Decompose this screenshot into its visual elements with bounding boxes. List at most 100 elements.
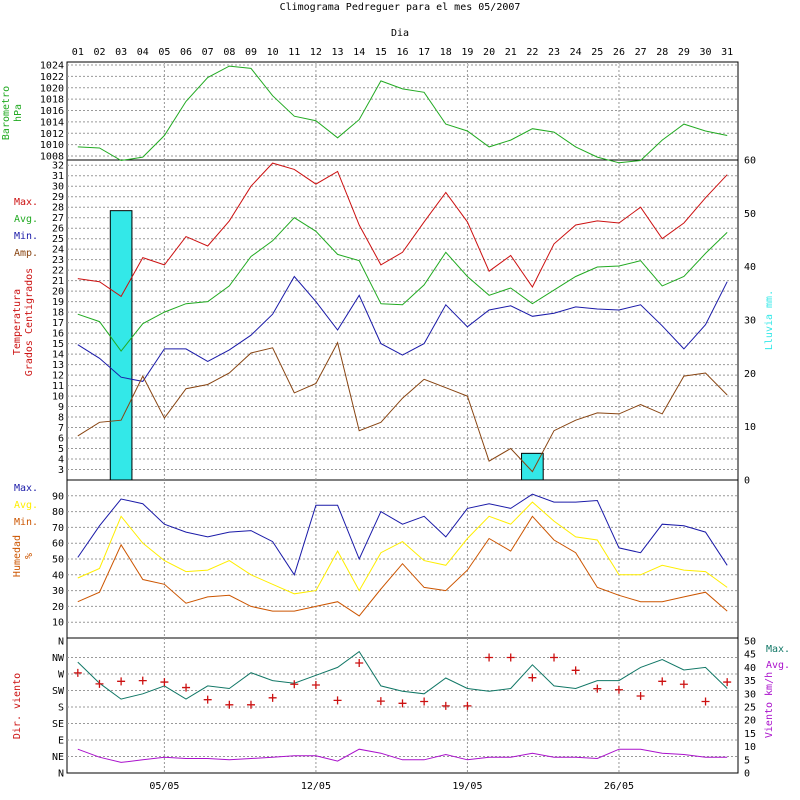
temperature-tick-label: 10	[52, 392, 64, 403]
day-label: 18	[440, 47, 452, 58]
week-label: 26/05	[604, 781, 634, 792]
rain-tick-label: 10	[744, 422, 756, 433]
wind-direction-marker	[398, 699, 407, 708]
humidity-tick-label: 40	[52, 570, 64, 581]
wind-speed-tick-label: 30	[744, 689, 756, 700]
wind-direction-marker	[550, 653, 559, 662]
day-label: 12	[310, 47, 322, 58]
temperature-legend-avg: Avg.	[14, 214, 38, 225]
barometer-axis-label: BarometrohPa	[1, 86, 24, 140]
barometer-tick-label: 1022	[40, 72, 64, 83]
day-label: 06	[180, 47, 192, 58]
barometer-tick-label: 1010	[40, 140, 64, 151]
temperature-tick-label: 23	[52, 255, 64, 266]
humidity-line-min	[77, 515, 728, 617]
wind-speed-tick-label: 45	[744, 650, 756, 661]
chart-title: Climograma Pedreguer para el mes 05/2007	[280, 2, 521, 13]
wind-speed-tick-label: 15	[744, 729, 756, 740]
wind-direction-marker	[138, 676, 147, 685]
day-label: 14	[353, 47, 365, 58]
wind-direction-tick-label: E	[58, 736, 64, 747]
wind-direction-marker	[73, 668, 82, 677]
wind-speed-tick-label: 0	[744, 769, 750, 780]
wind-speed-line-avg	[77, 748, 728, 763]
wind-speed-tick-label: 25	[744, 703, 756, 714]
humidity-tick-label: 20	[52, 602, 64, 613]
temperature-tick-label: 6	[58, 434, 64, 445]
wind-direction-marker	[528, 673, 537, 682]
wind-direction-marker	[485, 653, 494, 662]
panel-frame-4	[66, 637, 739, 774]
temperature-tick-label: 3	[58, 465, 64, 476]
temperature-tick-label: 27	[52, 213, 64, 224]
chart-body: 01 02 03 04 05 06 07 08 09 10 11 12 13 14 15 16 17 18 19 20…	[1, 47, 790, 792]
wind-direction-marker	[679, 680, 688, 689]
temperature-tick-label: 22	[52, 266, 64, 277]
rain-axis-label: Lluvia mm.	[764, 290, 775, 350]
temperature-legend-max: Max.	[14, 197, 38, 208]
wind-direction-marker	[355, 659, 364, 667]
rain-tick-label: 50	[744, 209, 756, 220]
day-label: 21	[505, 47, 517, 58]
wind-direction-tick-label: SW	[52, 686, 65, 697]
wind-speed-tick-label: 50	[744, 637, 756, 648]
rain-bar	[521, 452, 544, 481]
humidity-tick-label: 10	[52, 618, 64, 629]
temperature-line-max	[77, 162, 728, 298]
wind-direction-marker	[614, 685, 623, 694]
barometer-line	[77, 65, 728, 164]
panel-frame-2	[66, 159, 739, 481]
wind-speed-tick-label: 20	[744, 716, 756, 727]
wind-speed-tick-label: 10	[744, 742, 756, 753]
humidity-tick-label: 50	[52, 555, 64, 566]
temperature-legend-min: Min.	[14, 231, 38, 242]
humidity-legend-min: Min.	[14, 517, 38, 528]
temperature-tick-label: 28	[52, 203, 64, 214]
day-label: 08	[223, 47, 235, 58]
day-label: 25	[591, 47, 603, 58]
temperature-tick-label: 25	[52, 234, 64, 245]
wind-direction-marker	[701, 697, 710, 706]
x-axis-title: Dia	[391, 28, 409, 39]
wind-speed-tick-label: 5	[744, 755, 750, 766]
temperature-tick-label: 20	[52, 287, 64, 298]
wind-legend-max: Max.	[766, 644, 790, 655]
day-label: 17	[418, 47, 430, 58]
wind-speed-tick-label: 35	[744, 676, 756, 687]
temperature-line-avg	[77, 217, 728, 352]
wind-direction-tick-label: NE	[52, 752, 64, 763]
wind-direction-tick-label: SE	[52, 719, 64, 730]
wind-speed-line-max	[77, 650, 728, 700]
humidity-tick-label: 30	[52, 586, 64, 597]
day-label: 23	[548, 47, 560, 58]
week-label: 19/05	[452, 781, 482, 792]
temperature-tick-label: 26	[52, 224, 64, 235]
temperature-tick-label: 17	[52, 318, 64, 329]
wind-direction-marker	[463, 701, 472, 710]
humidity-tick-label: 60	[52, 539, 64, 550]
week-label: 05/05	[149, 781, 179, 792]
day-label: 30	[700, 47, 712, 58]
wind-direction-marker	[658, 677, 667, 686]
humidity-tick-label: 70	[52, 523, 64, 534]
day-label: 29	[678, 47, 690, 58]
temperature-tick-label: 11	[52, 381, 64, 392]
humidity-line-avg	[77, 501, 728, 595]
temperature-tick-label: 15	[52, 339, 64, 350]
day-label: 09	[245, 47, 257, 58]
wind-speed-axis-label: Viento km/h	[764, 672, 775, 738]
day-label: 27	[635, 47, 647, 58]
temperature-tick-label: 12	[52, 371, 64, 382]
day-label: 24	[570, 47, 582, 58]
wind-direction-marker	[723, 678, 732, 687]
wind-direction-marker	[225, 700, 234, 709]
wind-direction-marker	[420, 697, 429, 706]
day-label: 19	[461, 47, 473, 58]
wind-direction-marker	[571, 666, 580, 675]
barometer-tick-label: 1014	[40, 117, 64, 128]
humidity-legend-max: Max.	[14, 483, 38, 494]
wind-direction-marker	[376, 697, 385, 706]
temperature-tick-label: 7	[58, 423, 64, 434]
day-label: 05	[158, 47, 170, 58]
